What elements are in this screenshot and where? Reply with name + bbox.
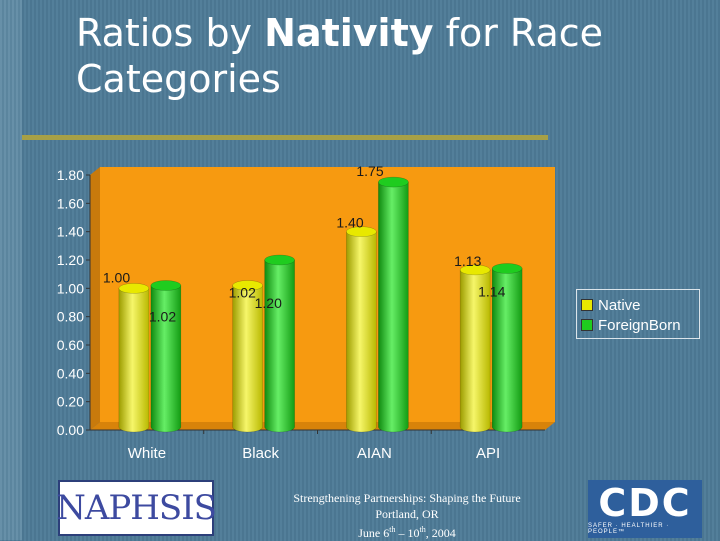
cdc-logo-tagline: SAFER · HEALTHIER · PEOPLE™ <box>588 523 670 535</box>
x-tick-label: API <box>476 445 500 462</box>
legend-label-foreign-born: ForeignBorn <box>598 316 681 334</box>
legend-item-foreign-born: ForeignBorn <box>581 315 695 335</box>
bar-cap <box>264 254 295 266</box>
bar-foreignborn-black <box>264 259 295 433</box>
data-label: 1.00 <box>103 269 130 285</box>
data-label: 1.40 <box>336 215 363 231</box>
legend-label-native: Native <box>598 296 641 314</box>
naphsis-logo: NAPHSIS <box>56 480 217 536</box>
data-label: 1.02 <box>229 285 256 301</box>
title-suffix: for Race Categories <box>76 11 604 101</box>
y-tick-label: 1.00 <box>57 280 84 296</box>
footer-date-start: June 6 <box>358 526 390 540</box>
bar-cap <box>491 263 523 274</box>
data-label: 1.20 <box>255 295 282 311</box>
title-bold-word: Nativity <box>264 11 434 55</box>
bar-cap <box>378 176 409 188</box>
footer-date-end: , 2004 <box>425 526 456 540</box>
footer-date-sup-2: th <box>419 525 426 534</box>
y-tick-label: 0.40 <box>57 365 84 381</box>
naphsis-logo-text: NAPHSIS <box>56 488 217 528</box>
legend-swatch-native <box>581 299 593 311</box>
footer-line-1: Strengthening Partnerships: Shaping the … <box>293 491 521 505</box>
data-label: 1.13 <box>454 253 481 269</box>
bar-cap <box>232 280 263 291</box>
x-tick-label: Black <box>242 445 279 462</box>
plot-side-wall <box>90 167 100 430</box>
legend-swatch-foreign-born <box>581 319 593 331</box>
title-prefix: Ratios by <box>76 11 265 55</box>
footer-line-2: Portland, OR <box>375 507 439 521</box>
data-label: 1.14 <box>478 284 505 300</box>
bar-cap <box>346 226 377 237</box>
footer-text: Strengthening Partnerships: Shaping the … <box>262 490 552 541</box>
bar-cap <box>118 283 150 294</box>
y-tick-label: 0.80 <box>57 309 84 325</box>
footer-date-sup-1: th <box>389 525 396 534</box>
data-label: 1.02 <box>149 309 176 325</box>
slide-title: Ratios by Nativity for Race Categories <box>76 10 696 102</box>
left-decorative-strip <box>0 0 22 540</box>
y-tick-label: 0.60 <box>57 337 84 353</box>
bar-foreignborn-api <box>491 268 523 433</box>
bar-native-aian <box>346 231 377 433</box>
y-tick-label: 0.00 <box>57 422 84 438</box>
bar-cap <box>150 280 182 291</box>
title-underline-rule <box>22 135 548 140</box>
x-tick-label: White <box>128 445 166 462</box>
y-tick-label: 1.80 <box>57 167 84 183</box>
y-tick-label: 1.20 <box>57 252 84 268</box>
y-tick-label: 1.60 <box>57 195 84 211</box>
bar-native-api <box>459 269 491 433</box>
plot-floor <box>90 422 555 430</box>
cdc-logo: CDC SAFER · HEALTHIER · PEOPLE™ <box>588 480 702 538</box>
footer-date-mid: – 10 <box>395 526 420 540</box>
footer-line-3: June 6th – 10th, 2004 <box>262 522 552 541</box>
cdc-logo-text: CDC <box>598 481 692 525</box>
y-tick-label: 0.20 <box>57 394 84 410</box>
bar-foreignborn-aian <box>378 181 409 433</box>
x-tick-label: AIAN <box>357 445 392 462</box>
bar-native-black <box>232 285 263 433</box>
bar-cap <box>459 264 491 276</box>
y-tick-label: 1.40 <box>57 224 84 240</box>
data-label: 1.75 <box>356 163 383 179</box>
bar-foreignborn-white <box>150 285 182 433</box>
bar-native-white <box>118 288 150 433</box>
legend-item-native: Native <box>581 295 695 315</box>
chart-legend: Native ForeignBorn <box>576 289 700 339</box>
